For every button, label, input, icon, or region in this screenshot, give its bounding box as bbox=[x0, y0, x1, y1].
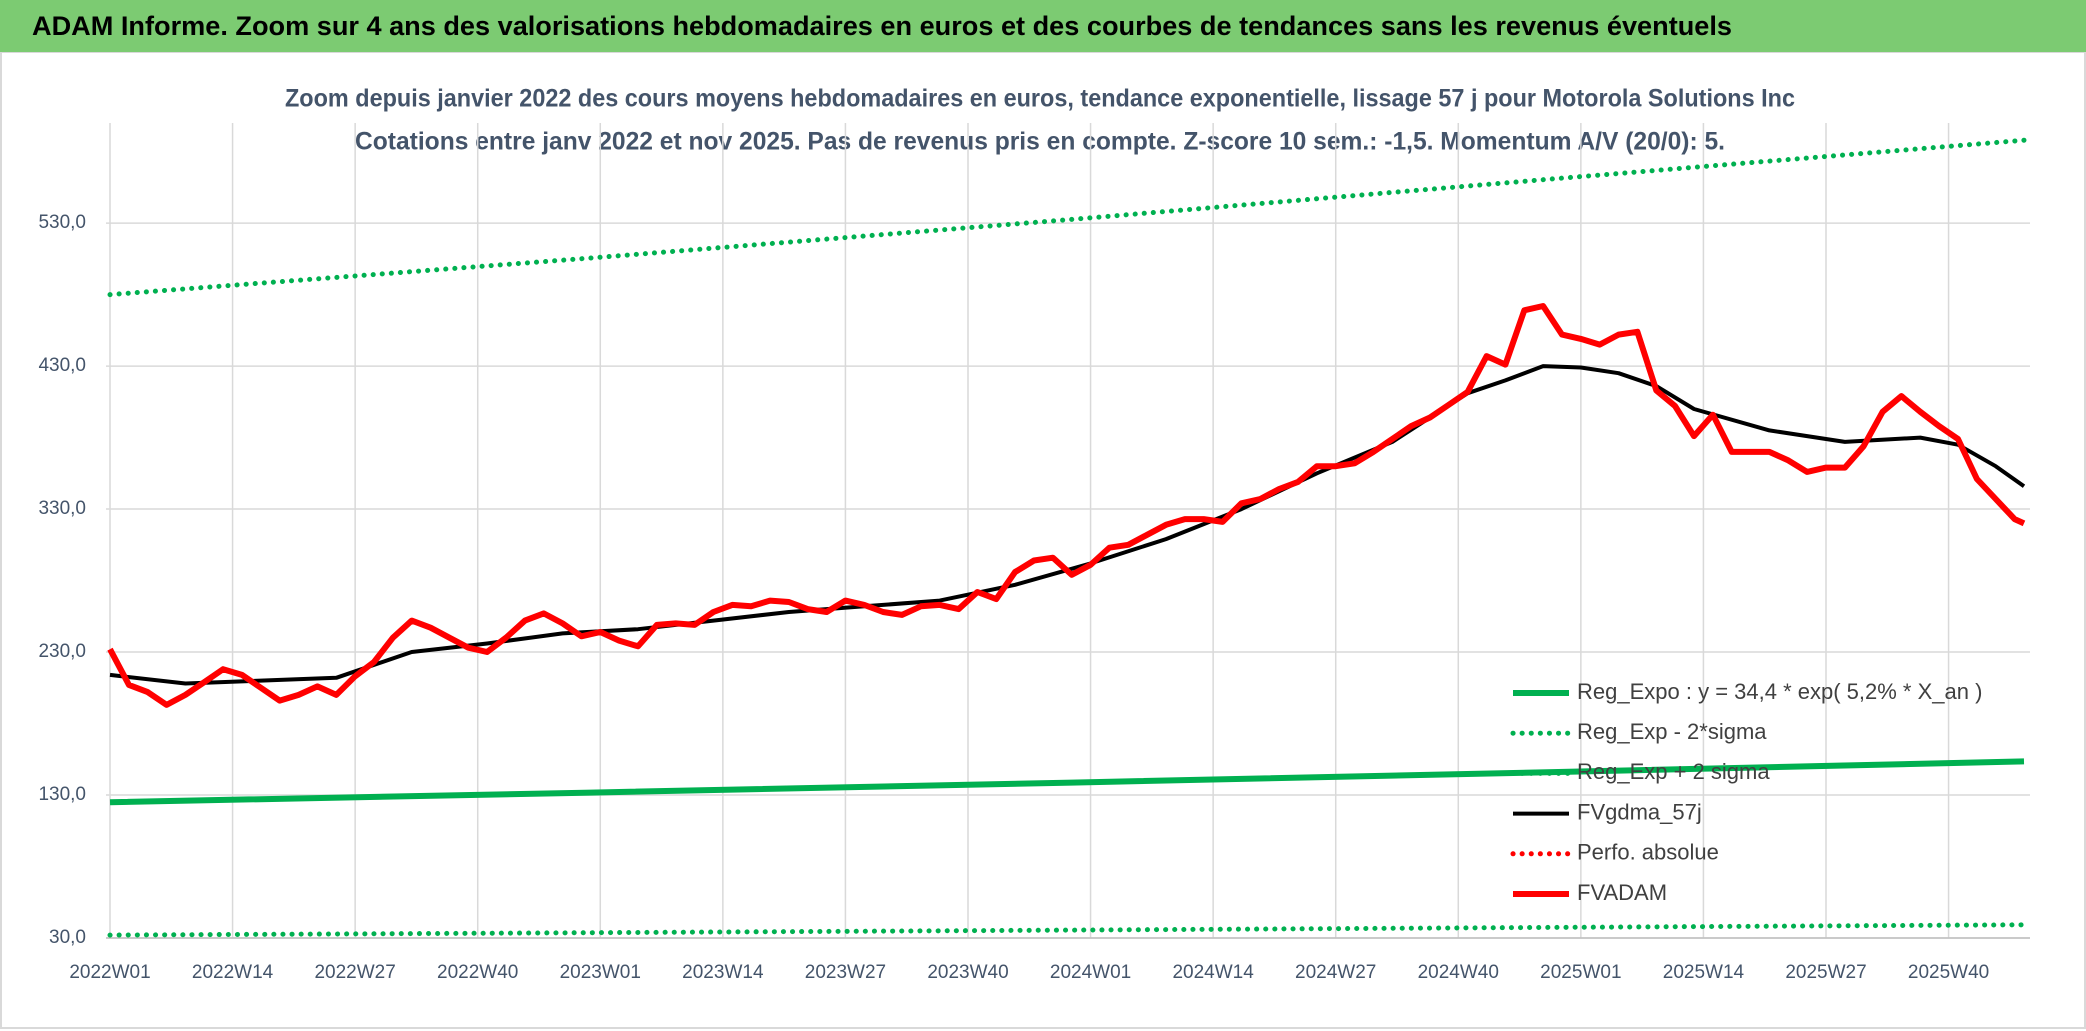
x-tick-label: 2024W27 bbox=[1295, 962, 1376, 983]
x-tick-label: 2022W40 bbox=[437, 962, 518, 983]
legend-label: Reg_Expo : y = 34,4 * exp( 5,2% * X_an ) bbox=[1577, 679, 1982, 704]
y-tick-label: 130,0 bbox=[38, 784, 86, 805]
x-tick-label: 2023W14 bbox=[682, 962, 764, 983]
x-tick-label: 2025W01 bbox=[1540, 962, 1621, 983]
x-tick-label: 2025W14 bbox=[1663, 962, 1745, 983]
header-bar bbox=[0, 0, 2086, 52]
legend-label: FVADAM bbox=[1577, 880, 1667, 905]
x-tick-label: 2022W14 bbox=[192, 962, 274, 983]
x-tick-label: 2025W40 bbox=[1908, 962, 1989, 983]
x-tick-label: 2024W01 bbox=[1050, 962, 1131, 983]
legend-label: FVgdma_57j bbox=[1577, 799, 1702, 824]
chart-title: Zoom depuis janvier 2022 des cours moyen… bbox=[285, 85, 1795, 113]
legend-label: Reg_Exp - 2*sigma bbox=[1577, 719, 1767, 744]
x-tick-label: 2023W40 bbox=[927, 962, 1008, 983]
x-tick-label: 2024W40 bbox=[1418, 962, 1499, 983]
legend-label: Reg_Exp + 2 sigma bbox=[1577, 759, 1770, 784]
y-tick-label: 230,0 bbox=[38, 641, 86, 662]
series-line bbox=[107, 922, 2027, 938]
header-title: ADAM Informe. Zoom sur 4 ans des valoris… bbox=[32, 11, 1732, 41]
x-tick-label: 2024W14 bbox=[1172, 962, 1254, 983]
series-line bbox=[107, 303, 2026, 708]
legend-label: Perfo. absolue bbox=[1577, 840, 1719, 865]
x-tick-label: 2023W01 bbox=[560, 962, 641, 983]
y-tick-label: 530,0 bbox=[38, 212, 86, 233]
x-tick-label: 2022W27 bbox=[314, 962, 395, 983]
y-tick-label: 430,0 bbox=[38, 355, 86, 376]
series-line bbox=[109, 364, 2026, 686]
series-line bbox=[109, 758, 2025, 806]
x-tick-label: 2023W27 bbox=[805, 962, 886, 983]
y-tick-label: 30,0 bbox=[49, 927, 86, 948]
chart-subtitle: Cotations entre janv 2022 et nov 2025. P… bbox=[355, 128, 1725, 156]
x-tick-label: 2025W27 bbox=[1785, 962, 1866, 983]
y-tick-label: 330,0 bbox=[38, 498, 86, 519]
x-tick-label: 2022W01 bbox=[69, 962, 150, 983]
series-line bbox=[107, 137, 2027, 298]
